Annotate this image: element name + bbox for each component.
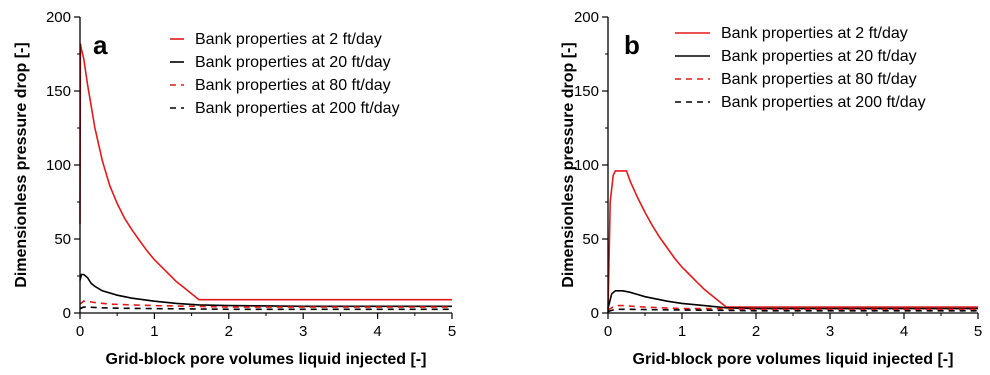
legend-entry-label: Bank properties at 80 ft/day: [195, 77, 391, 94]
x-tick-label: 4: [900, 323, 908, 340]
y-tick-label: 50: [582, 231, 599, 248]
y-axis-label: Dimensionless pressure drop [-]: [560, 42, 577, 287]
y-tick-label: 0: [63, 305, 71, 322]
series-line-4: [607, 308, 978, 313]
x-tick-label: 0: [604, 323, 612, 340]
y-tick-label: 150: [46, 83, 71, 100]
legend-entry-label: Bank properties at 2 ft/day: [721, 25, 908, 42]
series-line-3: [79, 300, 452, 308]
legend-entry-label: Bank properties at 200 ft/day: [195, 100, 400, 117]
y-tick-label: 100: [46, 157, 71, 174]
series-line-2: [607, 289, 978, 310]
series-line-2: [79, 273, 452, 308]
y-tick-label: 150: [574, 83, 599, 100]
legend-entry-label: Bank properties at 20 ft/day: [721, 48, 917, 65]
x-tick-label: 1: [678, 323, 686, 340]
x-tick-label: 4: [373, 323, 381, 340]
y-axis-label: Dimensionless pressure drop [-]: [13, 42, 30, 287]
panel-label: a: [93, 30, 108, 60]
x-tick-label: 3: [299, 323, 307, 340]
y-tick-label: 50: [54, 231, 71, 248]
series-line-3: [607, 304, 978, 311]
series-lines: [79, 43, 452, 311]
x-tick-label: 2: [225, 323, 233, 340]
legend-entry-label: Bank properties at 80 ft/day: [721, 71, 917, 88]
x-tick-label: 5: [448, 323, 456, 340]
series-line-1: [607, 170, 978, 314]
x-axis-label: Grid-block pore volumes liquid injected …: [633, 351, 954, 368]
x-tick-label: 3: [826, 323, 834, 340]
legend-entry-label: Bank properties at 200 ft/day: [721, 94, 926, 111]
y-tick-label: 200: [574, 9, 599, 26]
x-tick-label: 5: [974, 323, 982, 340]
y-tick-label: 200: [46, 9, 71, 26]
x-tick-label: 0: [76, 323, 84, 340]
y-tick-label: 0: [591, 305, 599, 322]
legend-entry-label: Bank properties at 2 ft/day: [195, 31, 382, 48]
series-line-1: [79, 43, 452, 301]
legend-entry-label: Bank properties at 20 ft/day: [195, 54, 391, 71]
series-lines: [607, 170, 978, 314]
legend: Bank properties at 2 ft/day Bank properti…: [675, 25, 926, 111]
legend: Bank properties at 2 ft/day Bank properti…: [170, 31, 400, 117]
x-axis-label: Grid-block pore volumes liquid injected …: [106, 351, 427, 368]
y-tick-label: 100: [574, 157, 599, 174]
x-tick-label: 2: [752, 323, 760, 340]
panel-label: b: [624, 30, 640, 60]
x-tick-label: 1: [150, 323, 158, 340]
